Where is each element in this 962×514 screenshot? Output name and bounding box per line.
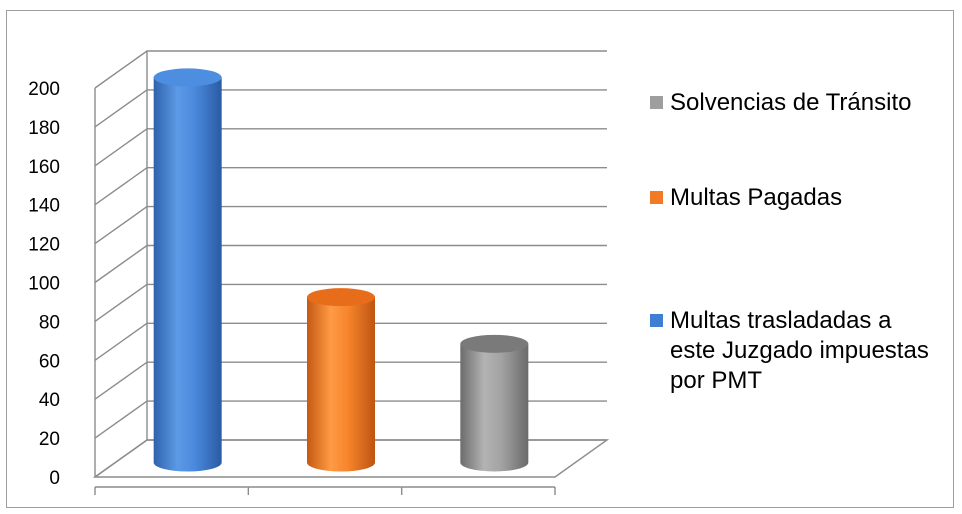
y-tick-label: 160 <box>28 157 60 178</box>
bar-body <box>307 297 375 472</box>
legend-label: Multas trasladadas a este Juzgado impues… <box>670 307 929 394</box>
bar-top <box>460 334 529 353</box>
bar-3 <box>460 334 529 472</box>
y-tick-label: 200 <box>28 79 60 100</box>
legend-label: Multas Pagadas <box>670 184 843 211</box>
bar-top <box>307 288 375 307</box>
y-tick-label: 80 <box>39 312 60 333</box>
y-tick-label: 120 <box>28 235 60 256</box>
bar-body <box>460 343 529 472</box>
legend-item-solvencias: Solvencias de Tránsito <box>650 88 940 118</box>
bar-top <box>153 68 222 87</box>
bar-2 <box>307 288 375 472</box>
legend-swatch-blue <box>650 314 663 327</box>
y-tick-label: 20 <box>39 429 60 450</box>
bars <box>153 68 529 472</box>
legend-swatch-gray <box>650 96 663 109</box>
axes <box>92 51 610 495</box>
legend-item-multas-pagadas: Multas Pagadas <box>650 183 940 213</box>
bar-body <box>153 77 222 472</box>
y-tick-label: 100 <box>28 274 60 295</box>
floor <box>92 439 610 478</box>
legend-item-multas-trasladadas: Multas trasladadas a este Juzgado impues… <box>650 306 940 396</box>
y-tick-label: 40 <box>39 390 60 411</box>
legend-swatch-orange <box>650 191 663 204</box>
y-tick-label: 0 <box>49 468 60 489</box>
legend-label: Solvencias de Tránsito <box>670 89 912 116</box>
y-tick-labels: 0 20 40 60 80 100 120 140 160 180 200 <box>28 79 60 489</box>
y-tick-label: 140 <box>28 196 60 217</box>
y-tick-label: 180 <box>28 118 60 139</box>
bar-1 <box>153 68 222 472</box>
y-tick-label: 60 <box>39 351 60 372</box>
